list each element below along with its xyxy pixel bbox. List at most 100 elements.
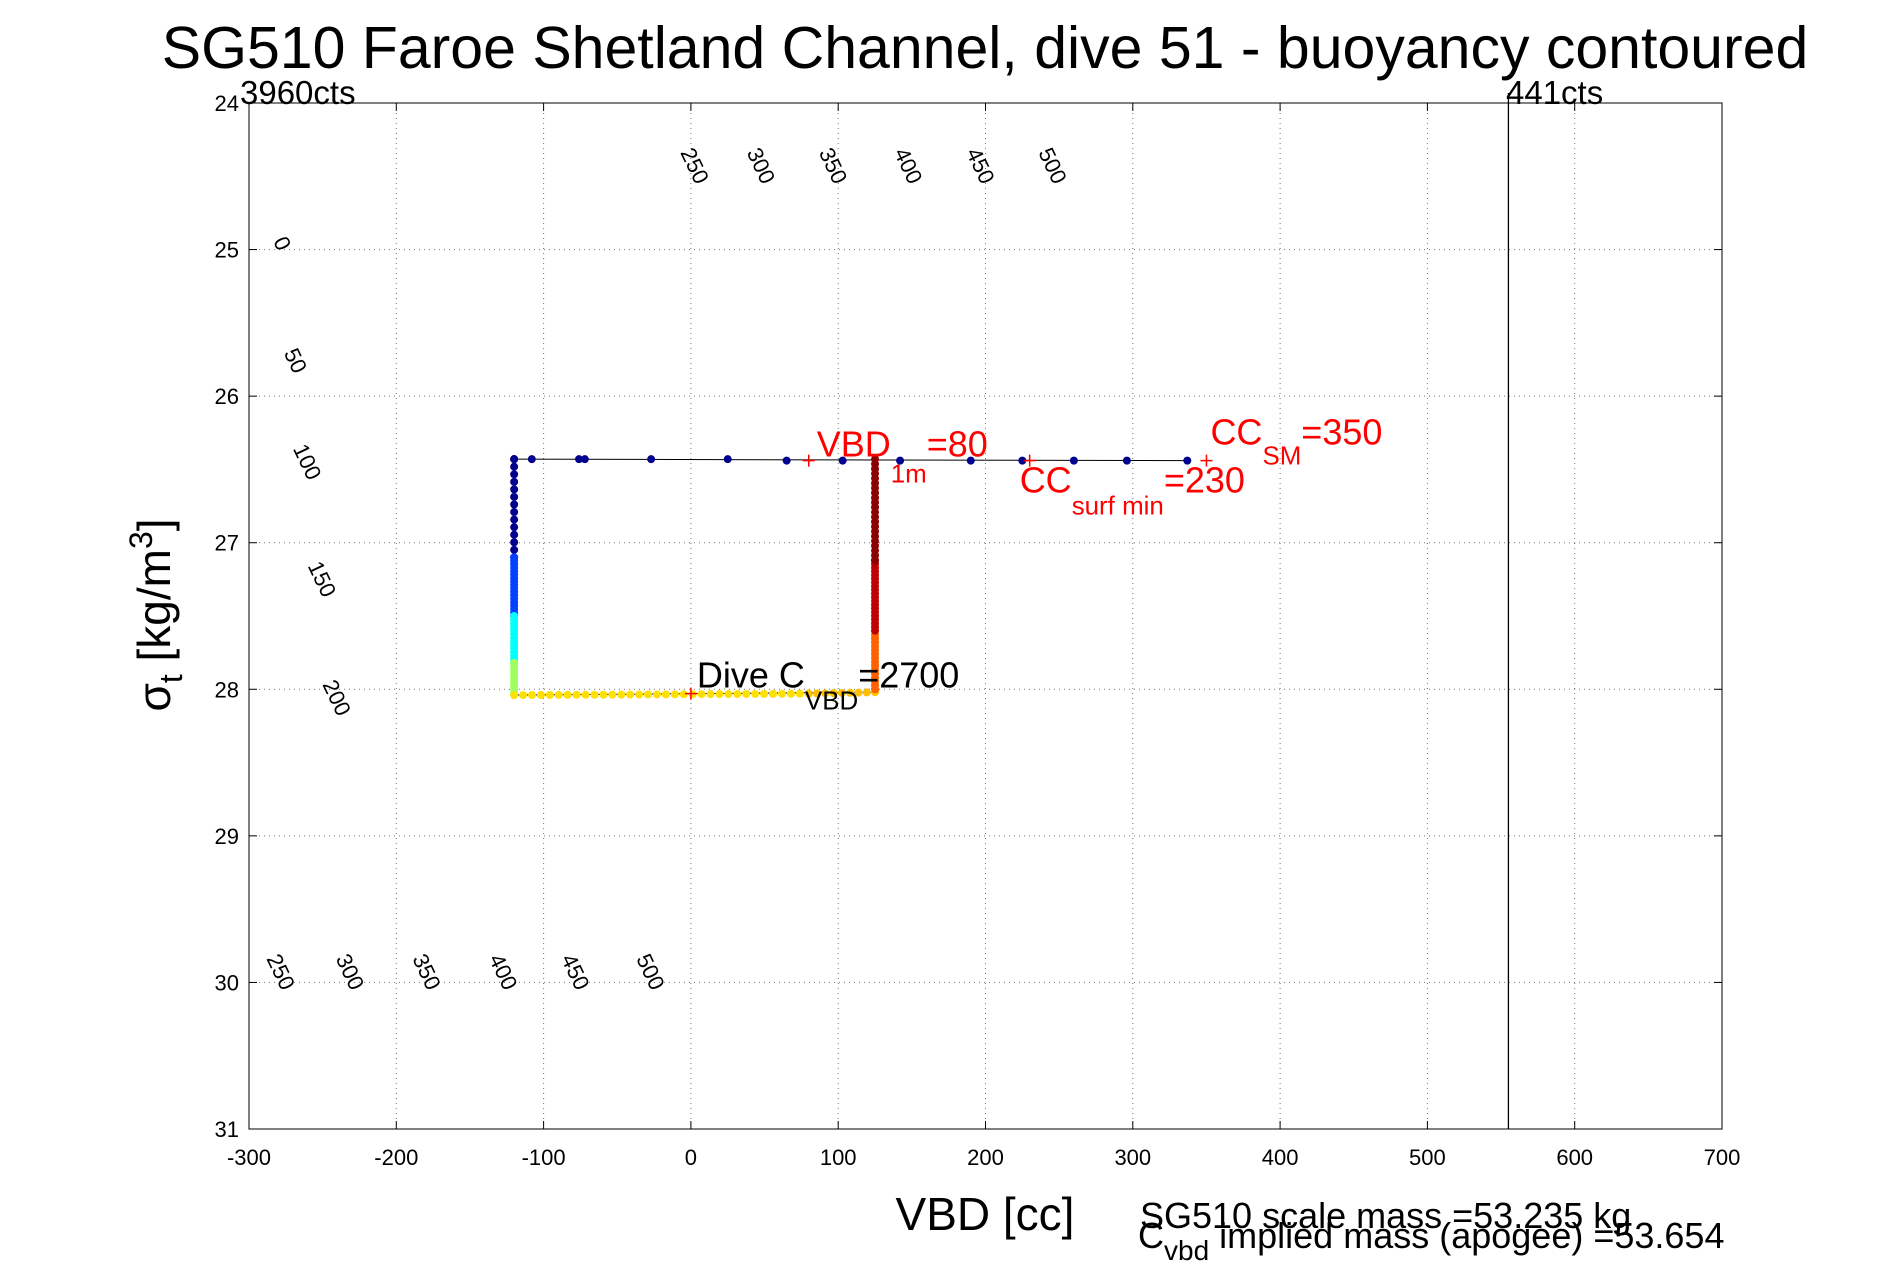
dive-cvbd-annotation: Dive CVBD=2700 bbox=[684, 655, 959, 716]
annotation-text: CCsurf min=230 bbox=[1020, 460, 1245, 521]
annotation-main: CC bbox=[1020, 460, 1072, 501]
track-point bbox=[510, 500, 519, 509]
contour-label: 250 bbox=[676, 144, 714, 188]
implied-mass-sub: vbd bbox=[1164, 1235, 1209, 1262]
track-point bbox=[644, 690, 653, 699]
track-point bbox=[751, 689, 760, 698]
track-point bbox=[626, 690, 635, 699]
x-tick-label: 700 bbox=[1704, 1145, 1741, 1170]
track-point bbox=[786, 689, 795, 698]
x-tick-label: 0 bbox=[685, 1145, 697, 1170]
track-point bbox=[804, 689, 813, 698]
track-point bbox=[510, 545, 519, 554]
track-point bbox=[724, 690, 733, 699]
implied-mass-suffix: implied mass (apogee) =53.654 bbox=[1209, 1215, 1724, 1256]
annotation-marker bbox=[802, 454, 815, 467]
track-point bbox=[697, 690, 706, 699]
track-point bbox=[838, 456, 847, 465]
track-point bbox=[733, 690, 742, 699]
annotation-marker bbox=[684, 687, 697, 700]
annotation-marker bbox=[1200, 454, 1213, 467]
track-point bbox=[777, 689, 786, 698]
track-point bbox=[580, 455, 589, 464]
annotation-main: Dive C bbox=[697, 655, 805, 696]
track-line bbox=[513, 459, 876, 696]
contour-label: 400 bbox=[889, 144, 927, 188]
x-tick-label: 300 bbox=[1114, 1145, 1151, 1170]
annotation-tail: =2700 bbox=[858, 655, 959, 696]
track-point bbox=[862, 688, 871, 697]
track-point bbox=[510, 691, 519, 700]
contour-label: 350 bbox=[407, 950, 445, 994]
track-point bbox=[510, 470, 519, 479]
track-point bbox=[706, 690, 715, 699]
track-point bbox=[896, 456, 905, 465]
contour-label: 500 bbox=[631, 950, 669, 994]
y-tick-label: 27 bbox=[215, 531, 239, 556]
track-point bbox=[760, 689, 769, 698]
x-tick-label: -100 bbox=[522, 1145, 566, 1170]
annotation-main: CC bbox=[1210, 412, 1262, 453]
plot-area-frame bbox=[248, 102, 1723, 1130]
track-point bbox=[837, 688, 846, 697]
x-tick-label: 400 bbox=[1262, 1145, 1299, 1170]
y-tick-label: 29 bbox=[215, 824, 239, 849]
x-tick-label: 500 bbox=[1409, 1145, 1446, 1170]
implied-mass-label: Cvbd implied mass (apogee) =53.654 bbox=[1138, 1215, 1724, 1262]
track-point bbox=[510, 462, 519, 471]
track-point bbox=[608, 690, 617, 699]
y-axis-label-close: ] bbox=[128, 518, 180, 531]
track-point bbox=[1069, 456, 1078, 465]
track-point bbox=[813, 689, 822, 698]
dive-track bbox=[510, 455, 1192, 700]
cc-surf-min-annotation: CCsurf min=230 bbox=[1020, 454, 1245, 521]
contour-label: 350 bbox=[814, 144, 852, 188]
contour-label: 50 bbox=[279, 344, 312, 377]
track-point bbox=[829, 689, 838, 698]
x-axis-label: VBD [cc] bbox=[896, 1188, 1075, 1240]
annotation-tail: =80 bbox=[927, 424, 988, 465]
track-point bbox=[510, 455, 519, 464]
y-axis-label-exp: 3 bbox=[123, 531, 159, 549]
svg-text:σt [kg/m3]: σt [kg/m3] bbox=[123, 518, 189, 711]
y-tick-label: 28 bbox=[215, 677, 239, 702]
track-point bbox=[1122, 456, 1131, 465]
y-axis-label-sub: t bbox=[153, 674, 189, 683]
track-point bbox=[782, 456, 791, 465]
contour-label: 150 bbox=[303, 557, 341, 601]
contour-label: 250 bbox=[262, 950, 300, 994]
track-point bbox=[554, 690, 563, 699]
track-point bbox=[871, 455, 880, 464]
track-point bbox=[574, 455, 583, 464]
scale-mass-label: SG510 scale mass =53.235 kg bbox=[1140, 1195, 1631, 1236]
track-point bbox=[572, 690, 581, 699]
y-axis-label-sigma: σ bbox=[128, 683, 180, 711]
track-point bbox=[510, 492, 519, 501]
y-axis-label: σt [kg/m3] bbox=[123, 518, 189, 711]
track-point bbox=[510, 515, 519, 524]
track-point bbox=[661, 690, 670, 699]
y-tick-label: 31 bbox=[215, 1117, 239, 1142]
annotation-sub: VBD bbox=[805, 688, 858, 716]
y-tick-label: 24 bbox=[215, 91, 239, 116]
annotation-tail: =350 bbox=[1301, 412, 1382, 453]
track-point bbox=[821, 689, 830, 698]
annotation-text: Dive CVBD=2700 bbox=[697, 655, 959, 716]
annotation-sub: SM bbox=[1262, 443, 1301, 471]
vbd-1m-annotation: VBD1m=80 bbox=[802, 424, 988, 489]
track-point bbox=[510, 530, 519, 539]
track-point bbox=[652, 690, 661, 699]
contour-label: 500 bbox=[1033, 144, 1071, 188]
cc-sm-annotation: CCSM=350 bbox=[1200, 412, 1382, 471]
track-point bbox=[742, 689, 751, 698]
contour-labels: 250 300 350 400 450 500 0 50 100 150 200 250 300 350 4… bbox=[262, 144, 1072, 994]
y-tick-label: 25 bbox=[215, 238, 239, 263]
track-point bbox=[679, 690, 688, 699]
contour-label: 0 bbox=[268, 233, 296, 255]
track-point bbox=[563, 690, 572, 699]
contour-label: 200 bbox=[318, 676, 356, 720]
annotation-main: VBD bbox=[817, 424, 891, 465]
annotation-text: VBD1m=80 bbox=[817, 424, 988, 489]
